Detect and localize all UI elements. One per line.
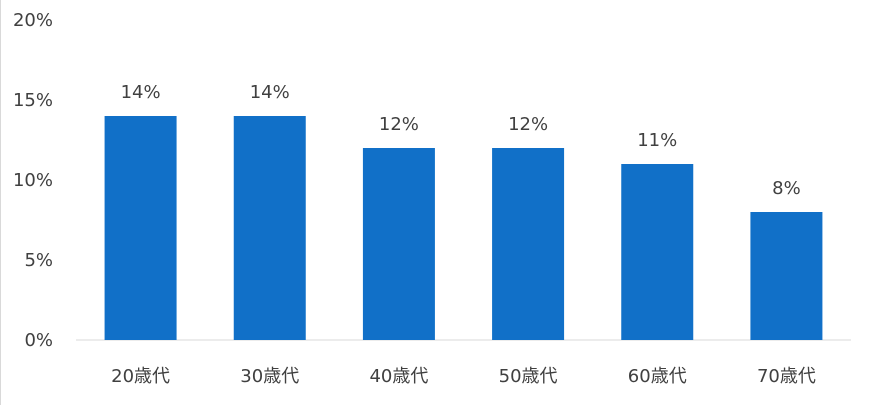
y-tick-label: 15%	[13, 90, 53, 111]
bar	[362, 148, 435, 340]
y-tick-label: 10%	[13, 170, 53, 191]
y-tick-label: 0%	[24, 330, 53, 351]
category-label: 50歳代	[499, 366, 558, 387]
data-label: 14%	[250, 82, 290, 103]
y-tick-label: 20%	[13, 10, 53, 31]
category-label: 30歳代	[240, 366, 299, 387]
bar	[104, 116, 177, 340]
data-label: 12%	[508, 114, 548, 135]
bar	[492, 148, 565, 340]
bar	[233, 116, 306, 340]
data-label: 14%	[121, 82, 161, 103]
bar	[750, 212, 823, 340]
data-label: 8%	[772, 178, 801, 199]
data-label: 12%	[379, 114, 419, 135]
bar	[621, 164, 694, 340]
category-label: 70歳代	[757, 366, 816, 387]
data-label: 11%	[637, 130, 677, 151]
category-label: 40歳代	[369, 366, 428, 387]
category-label: 60歳代	[628, 366, 687, 387]
y-tick-label: 5%	[24, 250, 53, 271]
category-label: 20歳代	[111, 366, 170, 387]
